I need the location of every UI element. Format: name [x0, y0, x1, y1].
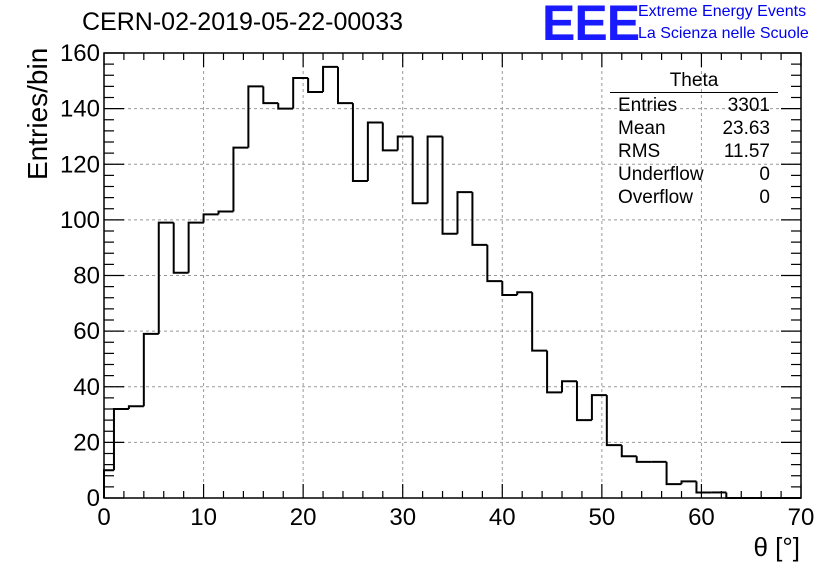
histogram-bin — [590, 394, 607, 421]
histogram-bin — [351, 103, 368, 182]
histogram-bin — [575, 381, 592, 422]
x-tick-label: 60 — [688, 504, 715, 531]
x-tick-label: 40 — [489, 504, 516, 531]
histogram-bin — [635, 456, 652, 463]
histogram-bin — [546, 350, 563, 394]
x-tick-label: 30 — [389, 504, 416, 531]
y-tick-label: 40 — [73, 374, 100, 401]
histogram-bin — [232, 146, 249, 212]
histogram-bin — [172, 222, 189, 274]
histogram-bin — [605, 395, 622, 447]
histogram-bin — [441, 136, 458, 235]
stats-label: RMS — [618, 141, 661, 162]
histogram-bin — [262, 86, 279, 105]
histogram-bin — [217, 210, 234, 215]
histogram-bin — [680, 480, 697, 485]
histogram-bin — [336, 66, 353, 105]
x-tick-label: 70 — [788, 504, 815, 531]
stats-value: 23.63 — [722, 118, 770, 139]
histogram-bin — [501, 281, 518, 296]
stats-row-rms: RMS 11.57 — [610, 140, 778, 163]
axis-ticks — [103, 52, 802, 499]
histogram-bin — [561, 380, 577, 393]
logo-text-line1: Extreme Energy Events — [638, 3, 807, 20]
histogram-bin — [411, 136, 428, 205]
histogram-bin — [366, 121, 383, 181]
histogram-bin — [292, 77, 309, 109]
x-axis-label: θ [°] — [753, 532, 800, 562]
histogram-bin — [157, 221, 174, 334]
histogram-bin — [322, 65, 338, 92]
histogram-bin — [142, 332, 159, 407]
histogram-bin — [665, 461, 682, 486]
histogram-bin — [620, 445, 637, 458]
stats-label: Entries — [618, 95, 678, 116]
stats-title: Theta — [610, 70, 778, 93]
histogram-series — [103, 65, 801, 499]
histogram-bin — [396, 135, 413, 151]
histogram-bin — [277, 103, 294, 110]
x-tick-label: 50 — [589, 504, 616, 531]
grid-lines — [104, 53, 801, 498]
stats-label: Underflow — [618, 164, 704, 185]
histogram-bin — [531, 292, 548, 352]
histogram-bin — [695, 481, 712, 494]
stats-value: 0 — [759, 187, 770, 208]
y-tick-label: 80 — [73, 263, 100, 290]
logo-text-line2: La Scienza nelle Scuole — [638, 25, 809, 42]
y-tick-label: 140 — [60, 96, 100, 123]
y-tick-label: 160 — [60, 40, 100, 67]
x-tick-label: 20 — [290, 504, 317, 531]
histogram-bin — [456, 191, 473, 234]
stats-row-overflow: Overflow 0 — [610, 186, 778, 209]
stats-row-underflow: Underflow 0 — [610, 163, 778, 186]
histogram-bin — [103, 469, 114, 498]
histogram-bin — [112, 408, 129, 471]
chart-title: CERN-02-2019-05-22-00033 — [82, 8, 404, 36]
x-tick-label: 10 — [190, 504, 217, 531]
y-tick-label: 100 — [60, 207, 100, 234]
y-axis-label: Entries/bin — [22, 47, 53, 180]
histogram-bin — [202, 213, 219, 223]
histogram-bin — [725, 492, 742, 499]
histogram-bin — [381, 122, 398, 152]
axis-tick-labels: 0 10 20 30 40 50 60 70 0 20 40 60 80 100 120 140 160 — [60, 40, 814, 531]
stats-value: 3301 — [727, 95, 770, 116]
stats-row-entries: Entries 3301 — [610, 94, 778, 117]
stats-row-mean: Mean 23.63 — [610, 117, 778, 140]
histogram-bin — [426, 135, 443, 204]
y-tick-label: 120 — [60, 151, 100, 178]
histogram-bin — [471, 192, 488, 246]
histogram-bin — [516, 291, 533, 295]
histogram-bin — [127, 405, 144, 409]
x-tick-label: 0 — [97, 504, 110, 531]
stats-value: 0 — [759, 164, 770, 185]
y-tick-label: 20 — [73, 429, 100, 456]
stats-label: Mean — [618, 118, 666, 139]
stats-box: Theta Entries 3301 Mean 23.63 RMS 11.57 … — [610, 70, 778, 209]
y-tick-label: 0 — [87, 485, 100, 512]
eee-logo: EEE — [542, 0, 640, 51]
stats-label: Overflow — [618, 187, 693, 208]
y-tick-label: 60 — [73, 318, 100, 345]
histogram-bin — [307, 78, 324, 93]
histogram-bin — [187, 221, 204, 273]
histogram-bin — [486, 244, 503, 283]
stats-value: 11.57 — [723, 141, 770, 162]
histogram-bin — [247, 85, 264, 148]
